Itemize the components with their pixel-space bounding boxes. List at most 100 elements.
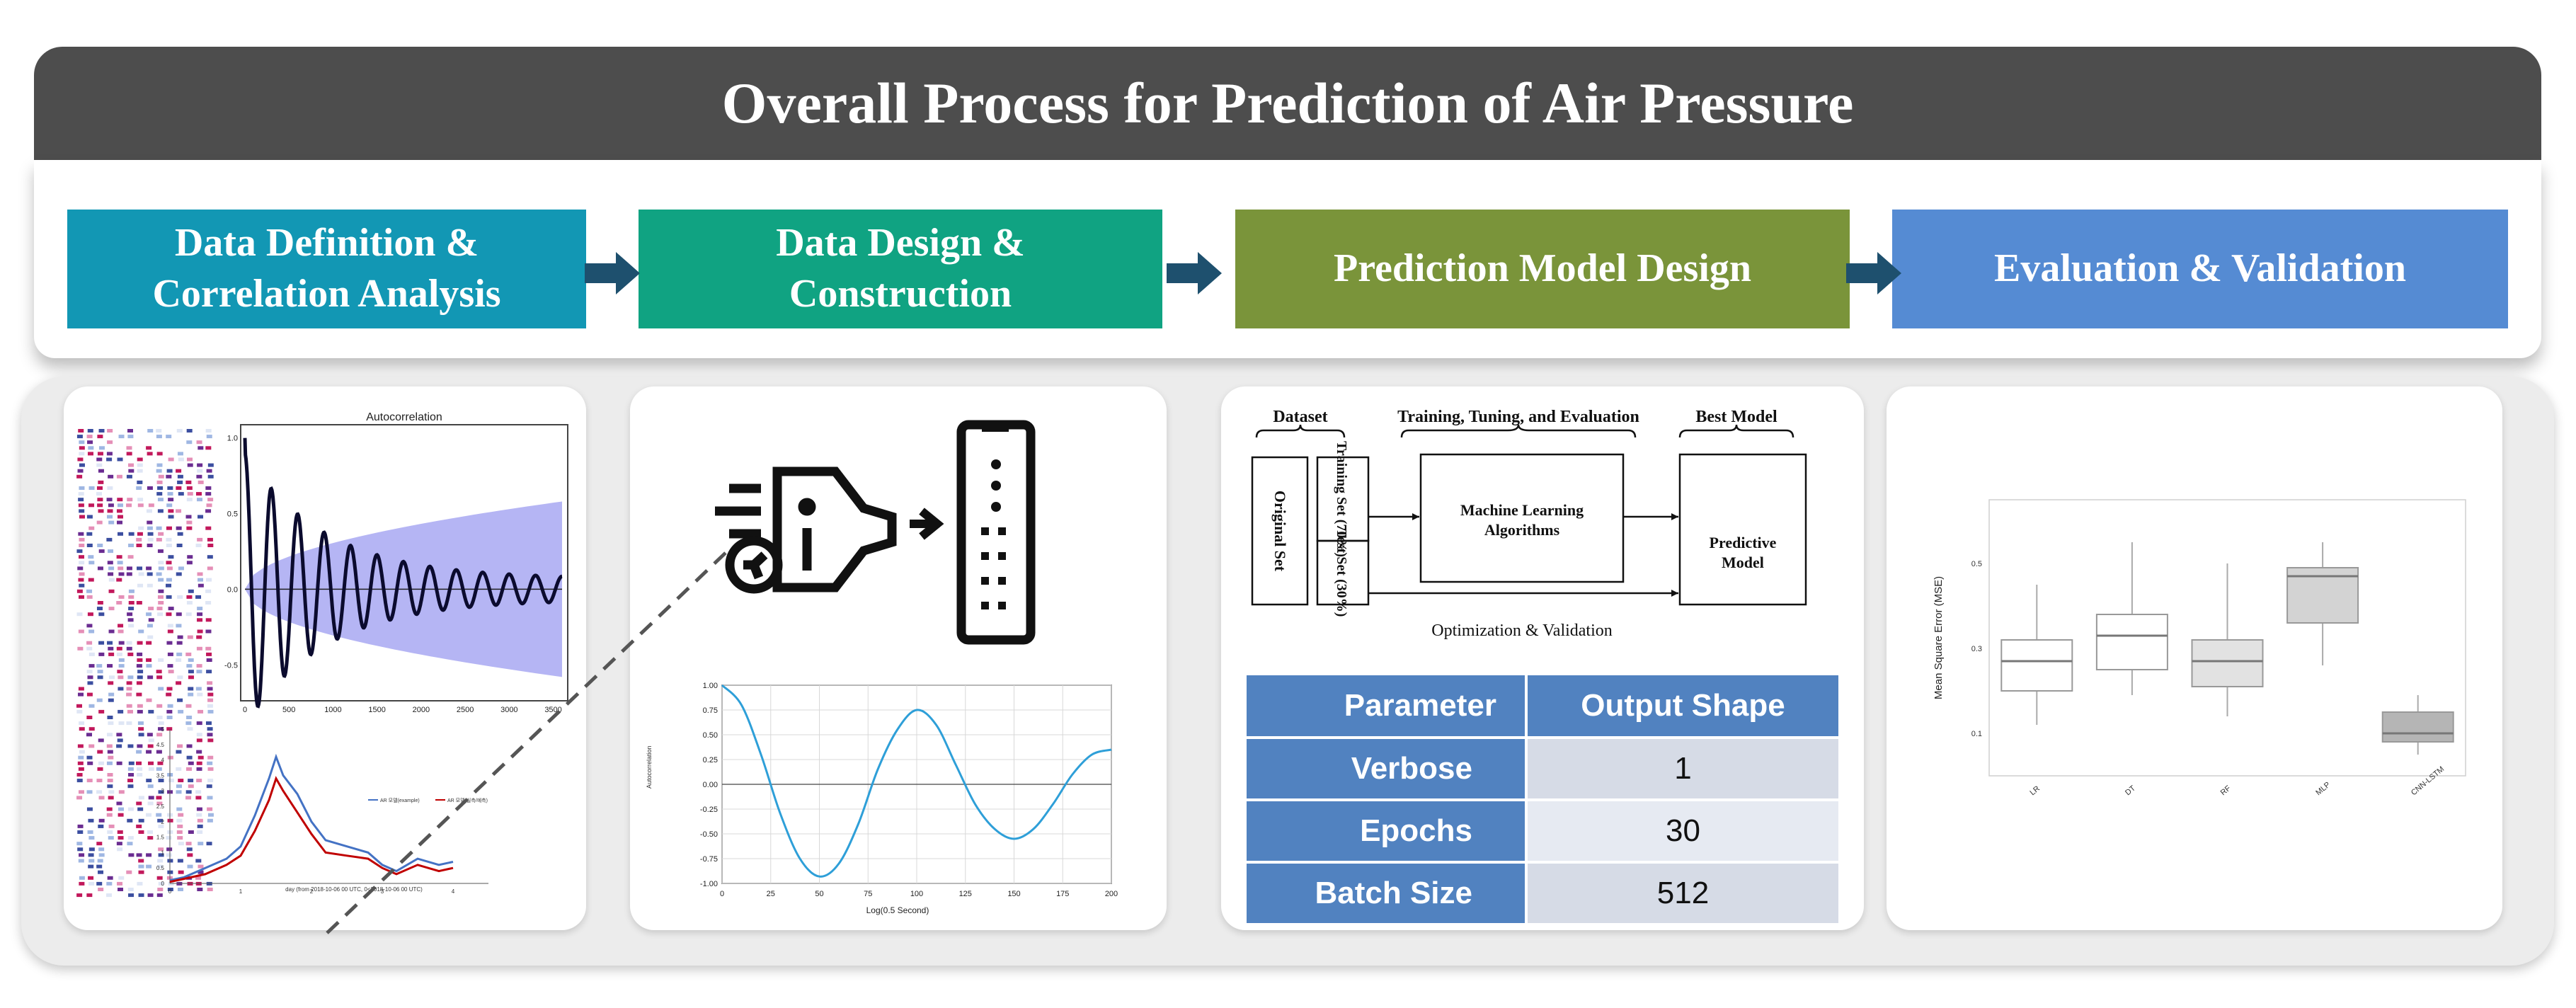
pressure-xlabel: day (from 2018-10-06 00 UTC, 0<2018-10-0…: [285, 886, 423, 893]
heatmap-cell: [205, 526, 212, 530]
x-tick-label: 4: [452, 888, 455, 895]
heatmap-cell: [88, 503, 95, 508]
heatmap-cell: [207, 818, 213, 823]
heatmap-cell: [79, 572, 85, 576]
y-tick-label: -0.50: [700, 830, 718, 839]
heatmap-cell: [156, 572, 162, 576]
heatmap-cell: [88, 555, 94, 559]
heatmap-cell: [185, 721, 192, 726]
heatmap-cell: [86, 716, 93, 719]
heatmap-cell: [106, 881, 113, 886]
heatmap-cell: [156, 893, 163, 898]
heatmap-cell: [116, 646, 122, 651]
heatmap-cell: [186, 498, 193, 502]
heatmap-cell: [196, 738, 202, 743]
heatmap-cell: [136, 486, 142, 490]
funnel-shape: [772, 466, 897, 592]
heatmap-cell: [78, 859, 84, 863]
heatmap-cell: [207, 704, 213, 708]
heatmap-cell: [207, 463, 214, 467]
y-tick-label: 2: [161, 819, 165, 825]
heatmap-cell: [136, 853, 142, 857]
heatmap-cell: [87, 429, 93, 433]
heatmap-cell: [207, 687, 213, 691]
heatmap-cell: [98, 429, 105, 433]
heatmap-cell: [166, 583, 172, 588]
heatmap-cell: [126, 452, 132, 456]
heatmap-cell: [127, 435, 134, 439]
heatmap-cell: [177, 595, 183, 599]
heatmap-cell: [97, 452, 103, 456]
heatmap-cell: [197, 692, 203, 697]
y-tick-label: 4: [161, 757, 165, 764]
heatmap-cell: [195, 687, 202, 691]
heatmap-cell: [127, 618, 134, 622]
heatmap-cell: [118, 675, 124, 680]
heatmap-cell: [107, 486, 113, 490]
heatmap-cell: [79, 583, 85, 588]
heatmap-cell: [158, 853, 164, 857]
heatmap-cell: [147, 429, 154, 433]
heatmap-cell: [137, 652, 143, 656]
heatmap-cell: [77, 646, 84, 651]
heatmap-cell: [116, 733, 122, 737]
heatmap-cell: [166, 474, 172, 479]
heatmap-cell: [107, 830, 113, 834]
best-brace: [1678, 424, 1794, 438]
heatmap-cell: [207, 544, 214, 547]
heatmap-cell: [98, 853, 105, 857]
rack-dots: [981, 459, 1006, 609]
heatmap-cell: [86, 733, 93, 737]
table-cell: Verbose: [1247, 739, 1525, 798]
heatmap-cell: [176, 612, 182, 617]
heatmap-cell: [137, 881, 143, 886]
heatmap-cell: [98, 870, 104, 874]
heatmap-cell: [158, 847, 164, 852]
heatmap-cell: [117, 847, 123, 852]
heatmap-cell: [187, 635, 193, 639]
heatmap-cell: [198, 515, 204, 519]
heatmap-cell: [146, 864, 152, 869]
heatmap-cell: [166, 727, 173, 731]
heatmap-cell: [177, 698, 183, 702]
heatmap-cell: [207, 813, 214, 817]
heatmap-cell: [137, 532, 143, 536]
heatmap-cell: [206, 469, 212, 473]
heatmap-cell: [176, 790, 182, 794]
heatmap-cell: [188, 658, 194, 662]
rack-dot: [991, 502, 1001, 512]
heatmap-cell: [106, 813, 113, 817]
heatmap-cell: [146, 566, 152, 571]
heatmap-cell: [108, 692, 115, 697]
heatmap-cell: [96, 492, 103, 496]
heatmap-cell: [137, 480, 143, 484]
heatmap-cell: [107, 716, 113, 719]
heatmap-cell: [86, 692, 93, 697]
heatmap-cell: [108, 824, 115, 828]
heatmap-cell: [178, 870, 184, 874]
heatmap-cell: [76, 893, 83, 898]
heatmap-cell: [147, 675, 154, 680]
heatmap-cell: [87, 675, 93, 680]
heatmap-cell: [127, 818, 133, 823]
heatmap-cell: [97, 767, 103, 771]
heatmap-cell: [157, 859, 164, 863]
y-tick-label: 1.0: [227, 435, 238, 443]
heatmap-cell: [96, 864, 103, 869]
heatmap-cell: [88, 876, 94, 880]
stage-prediction-model: Prediction Model Design: [1235, 210, 1850, 328]
heatmap-cell: [118, 658, 125, 662]
heatmap-cell: [108, 549, 114, 554]
heatmap-cell: [176, 681, 182, 685]
data-filter-icon: [715, 466, 897, 594]
heatmap-cell: [128, 532, 134, 536]
heatmap-cell: [88, 664, 95, 668]
heatmap-cell: [98, 761, 105, 765]
heatmap-cell: [97, 859, 103, 863]
heatmap-cell: [166, 641, 173, 645]
heatmap-cell: [138, 859, 144, 863]
original-set-box: [1251, 456, 1309, 606]
heatmap-cell: [107, 561, 113, 565]
x-tick-label: 0: [243, 706, 247, 714]
heatmap-cell: [146, 853, 152, 857]
